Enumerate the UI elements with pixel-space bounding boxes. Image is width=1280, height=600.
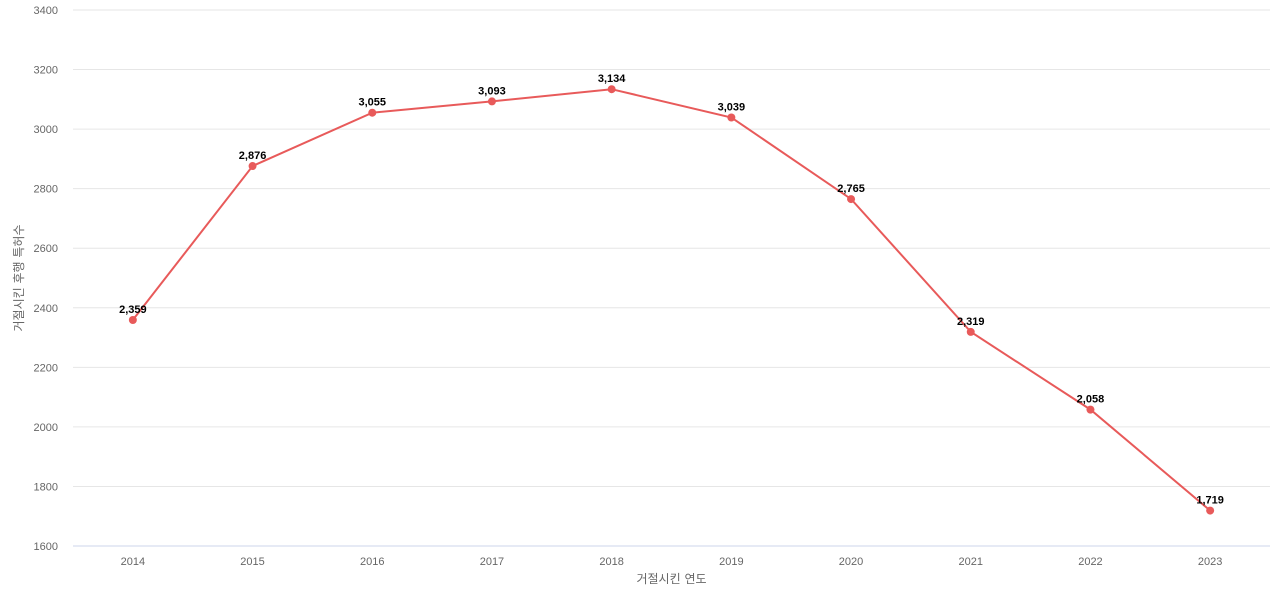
data-point <box>248 162 257 171</box>
data-label: 2,876 <box>239 150 267 162</box>
series-line <box>132 88 1211 512</box>
y-tick-label: 2000 <box>34 422 58 434</box>
y-tick-label: 1600 <box>34 541 58 553</box>
data-point <box>1086 405 1095 414</box>
data-point <box>1206 506 1215 515</box>
x-tick-label: 2017 <box>480 556 504 568</box>
data-label: 2,359 <box>119 304 147 316</box>
data-point <box>487 97 496 106</box>
data-point <box>368 108 377 117</box>
y-tick-label: 2800 <box>34 184 58 196</box>
y-tick-label: 2400 <box>34 303 58 315</box>
x-tick-label: 2022 <box>1078 556 1102 568</box>
data-label: 2,058 <box>1077 394 1105 406</box>
y-tick-label: 3200 <box>34 65 58 77</box>
x-tick-label: 2023 <box>1198 556 1222 568</box>
y-tick-label: 1800 <box>34 481 58 493</box>
data-label: 3,039 <box>718 101 746 113</box>
data-point <box>607 85 616 94</box>
data-label: 2,765 <box>837 183 865 195</box>
y-tick-label: 2200 <box>34 362 58 374</box>
y-tick-label: 3400 <box>34 5 58 17</box>
data-point <box>128 315 137 324</box>
data-labels: 2,359 2,876 3,055 3,093 3,134 3,039 2,765 2,319… <box>119 73 1224 506</box>
data-label: 1,719 <box>1196 495 1224 507</box>
x-tick-label: 2015 <box>240 556 264 568</box>
grid-lines <box>73 9 1270 487</box>
data-label: 3,134 <box>598 73 626 85</box>
x-tick-label: 2014 <box>121 556 145 568</box>
y-tick-label: 3000 <box>34 124 58 136</box>
data-point <box>847 195 856 204</box>
data-point <box>727 113 736 122</box>
data-point <box>966 327 975 336</box>
y-tick-label: 2600 <box>34 243 58 255</box>
x-axis-ticks: 2014 2015 2016 2017 2018 2019 2020 2021 2022 2023 <box>121 556 1223 568</box>
x-tick-label: 2016 <box>360 556 384 568</box>
data-label: 2,319 <box>957 316 985 328</box>
y-axis-ticks: 1600 1800 2000 2200 2400 2600 2800 3000 3200 3400 <box>34 5 58 553</box>
data-label: 3,093 <box>478 85 506 97</box>
x-tick-label: 2019 <box>719 556 743 568</box>
x-tick-label: 2021 <box>959 556 983 568</box>
x-tick-label: 2018 <box>599 556 623 568</box>
x-axis-title: 거절시킨 연도 <box>636 572 706 586</box>
data-points <box>128 85 1215 515</box>
y-axis-title: 거절시킨 후행 특허수 <box>11 225 26 332</box>
data-label: 3,055 <box>358 97 386 109</box>
x-tick-label: 2020 <box>839 556 863 568</box>
